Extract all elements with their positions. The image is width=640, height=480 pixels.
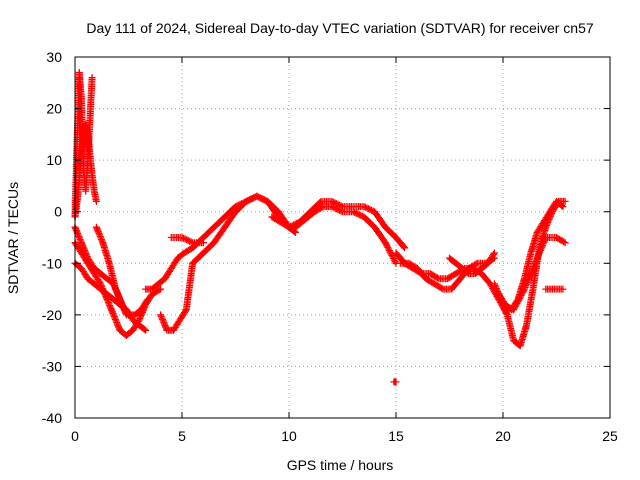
data-point-marks <box>167 234 207 247</box>
data-point-marks <box>142 192 299 293</box>
series-s8 <box>157 192 299 334</box>
y-tick-label: 0 <box>54 204 62 220</box>
y-tick-label: -30 <box>42 358 62 374</box>
plot-frame <box>74 56 611 419</box>
series-s19 <box>390 378 400 386</box>
y-axis-label: SDTVAR / TECUs <box>5 182 21 294</box>
data-point-marks <box>390 378 400 386</box>
data-point-marks <box>542 285 567 293</box>
y-tick-label: -20 <box>42 307 62 323</box>
x-tick-label: 0 <box>71 428 79 444</box>
series-s14 <box>446 249 498 278</box>
y-tick-label: -10 <box>42 255 62 271</box>
data-point-marks <box>446 249 498 278</box>
x-tick-label: 25 <box>602 428 618 444</box>
data-point-marks <box>268 197 409 252</box>
y-tick-label: 30 <box>46 49 62 65</box>
x-tick-label: 15 <box>388 428 404 444</box>
chart-title: Day 111 of 2024, Sidereal Day-to-day VTE… <box>86 20 594 36</box>
x-axis-label: GPS time / hours <box>287 457 394 473</box>
x-tick-label: 5 <box>178 428 186 444</box>
y-tick-label: 10 <box>46 152 62 168</box>
series-s11 <box>268 197 409 252</box>
data-points <box>71 69 569 386</box>
data-point-marks <box>499 234 569 314</box>
x-tick-label: 10 <box>281 428 297 444</box>
series-s7 <box>142 192 299 293</box>
series-s17 <box>499 234 569 314</box>
series-s9 <box>167 234 207 247</box>
axis-ticks: 0 5 10 15 20 25 -40 -30 -20 -10 0 10 20 30 <box>42 49 618 444</box>
x-tick-label: 20 <box>495 428 511 444</box>
data-point-marks <box>157 192 299 334</box>
grid <box>75 57 610 418</box>
y-tick-label: -40 <box>42 410 62 426</box>
series-s18 <box>542 285 567 293</box>
y-tick-label: 20 <box>46 101 62 117</box>
